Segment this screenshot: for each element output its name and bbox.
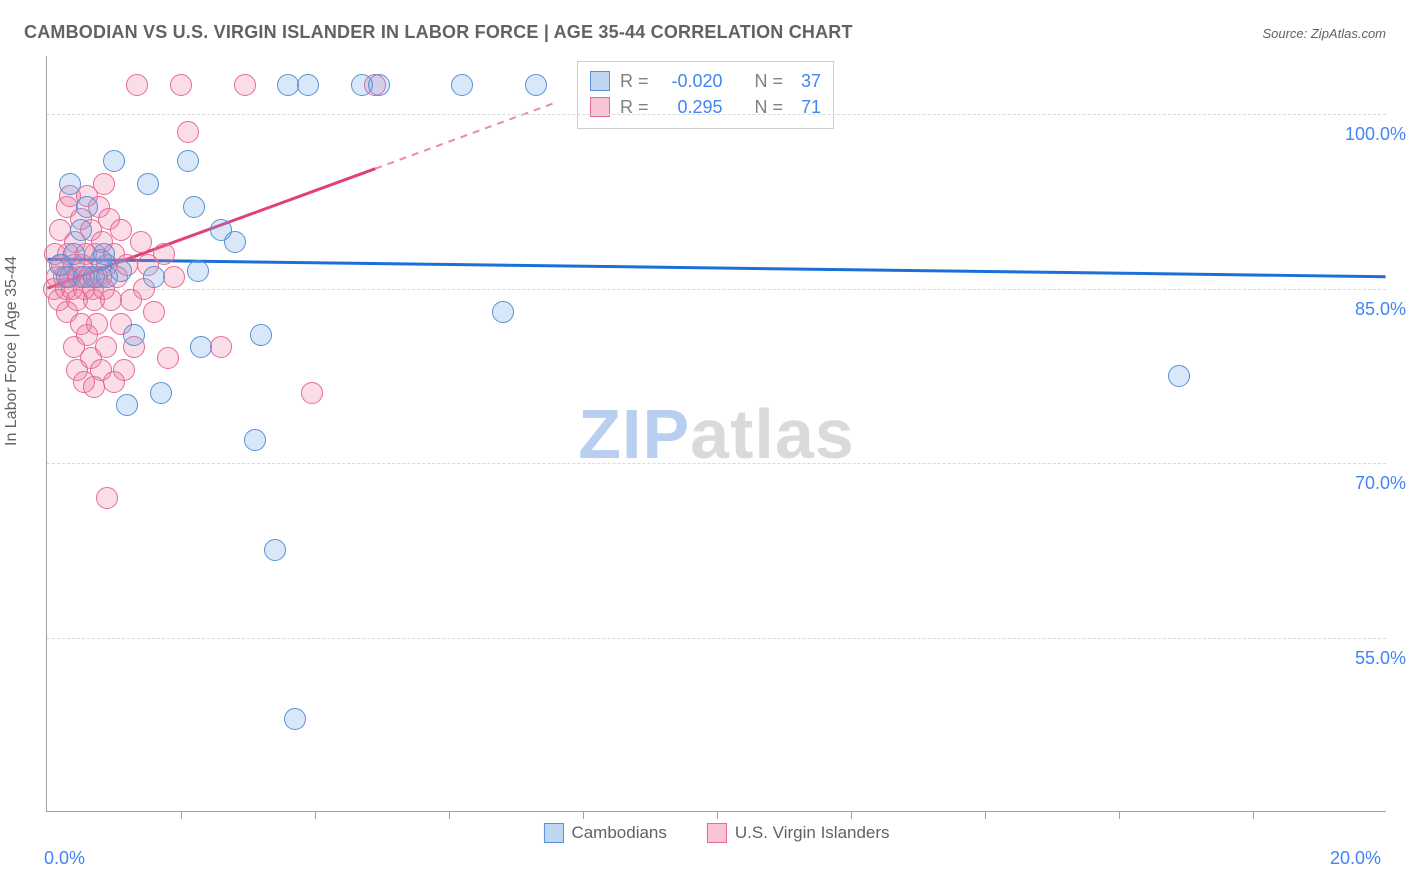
x-tick <box>315 811 316 819</box>
stats-n-value: 71 <box>793 94 821 120</box>
stats-r-label: R = <box>620 94 649 120</box>
scatter-point-cambodian <box>224 231 246 253</box>
x-tick <box>1253 811 1254 819</box>
stats-r-value: -0.020 <box>659 68 723 94</box>
scatter-point-cambodian <box>183 196 205 218</box>
scatter-point-usvi <box>95 336 117 358</box>
scatter-point-usvi <box>126 74 148 96</box>
scatter-point-cambodian <box>59 173 81 195</box>
y-tick-label: 70.0% <box>1314 473 1406 494</box>
legend: Cambodians U.S. Virgin Islanders <box>543 823 889 843</box>
scatter-point-cambodian <box>297 74 319 96</box>
scatter-point-usvi <box>301 382 323 404</box>
stats-row: R = 0.295 N = 71 <box>590 94 821 120</box>
scatter-point-usvi <box>113 359 135 381</box>
scatter-point-cambodian <box>116 394 138 416</box>
gridline <box>47 289 1386 290</box>
scatter-point-usvi <box>163 266 185 288</box>
legend-swatch <box>543 823 563 843</box>
scatter-point-cambodian <box>525 74 547 96</box>
scatter-point-cambodian <box>250 324 272 346</box>
scatter-point-usvi <box>143 301 165 323</box>
stats-n-label: N = <box>755 68 784 94</box>
stats-r-value: 0.295 <box>659 94 723 120</box>
stats-row: R = -0.020 N = 37 <box>590 68 821 94</box>
scatter-point-cambodian <box>63 243 85 265</box>
scatter-point-cambodian <box>187 260 209 282</box>
x-tick <box>181 811 182 819</box>
gridline <box>47 114 1386 115</box>
x-tick <box>449 811 450 819</box>
legend-label: Cambodians <box>571 823 666 843</box>
scatter-point-cambodian <box>277 74 299 96</box>
scatter-point-cambodian <box>244 429 266 451</box>
source-attribution: Source: ZipAtlas.com <box>1262 26 1386 41</box>
scatter-point-cambodian <box>368 74 390 96</box>
scatter-point-usvi <box>234 74 256 96</box>
scatter-point-cambodian <box>190 336 212 358</box>
scatter-point-cambodian <box>93 243 115 265</box>
scatter-point-usvi <box>157 347 179 369</box>
trendline-usvi <box>375 102 556 168</box>
correlation-stats-box: R = -0.020 N = 37 R = 0.295 N = 71 <box>577 61 834 129</box>
scatter-plot-area: ZIPatlas R =-0.020N =37R = 0.295N =71 Ca… <box>46 56 1386 812</box>
x-tick <box>1119 811 1120 819</box>
scatter-point-cambodian <box>284 708 306 730</box>
legend-swatch <box>707 823 727 843</box>
stats-n-value: 37 <box>793 68 821 94</box>
stats-r-label: R = <box>620 68 649 94</box>
watermark-part1: ZIP <box>578 395 690 473</box>
scatter-point-usvi <box>153 243 175 265</box>
legend-item: Cambodians <box>543 823 666 843</box>
x-tick <box>851 811 852 819</box>
scatter-point-usvi <box>130 231 152 253</box>
x-axis-min-label: 0.0% <box>44 848 85 869</box>
x-tick <box>985 811 986 819</box>
scatter-point-cambodian <box>103 150 125 172</box>
scatter-point-cambodian <box>70 219 92 241</box>
scatter-point-usvi <box>210 336 232 358</box>
legend-item: U.S. Virgin Islanders <box>707 823 890 843</box>
stats-n-label: N = <box>755 94 784 120</box>
scatter-point-usvi <box>110 219 132 241</box>
scatter-point-cambodian <box>177 150 199 172</box>
scatter-point-cambodian <box>1168 365 1190 387</box>
y-tick-label: 85.0% <box>1314 299 1406 320</box>
scatter-point-cambodian <box>451 74 473 96</box>
scatter-point-cambodian <box>110 260 132 282</box>
scatter-point-cambodian <box>137 173 159 195</box>
scatter-point-cambodian <box>123 324 145 346</box>
y-tick-label: 55.0% <box>1314 648 1406 669</box>
x-axis-max-label: 20.0% <box>1330 848 1381 869</box>
scatter-point-usvi <box>170 74 192 96</box>
x-tick <box>583 811 584 819</box>
scatter-point-usvi <box>96 487 118 509</box>
scatter-point-cambodian <box>264 539 286 561</box>
legend-label: U.S. Virgin Islanders <box>735 823 890 843</box>
scatter-point-usvi <box>177 121 199 143</box>
y-axis-label: In Labor Force | Age 35-44 <box>3 256 21 446</box>
x-tick <box>717 811 718 819</box>
scatter-point-usvi <box>93 173 115 195</box>
scatter-point-usvi <box>100 289 122 311</box>
scatter-point-usvi <box>86 313 108 335</box>
scatter-point-cambodian <box>492 301 514 323</box>
watermark: ZIPatlas <box>578 394 854 474</box>
gridline <box>47 638 1386 639</box>
legend-swatch <box>590 71 610 91</box>
y-tick-label: 100.0% <box>1314 124 1406 145</box>
chart-title: CAMBODIAN VS U.S. VIRGIN ISLANDER IN LAB… <box>24 22 853 43</box>
scatter-point-cambodian <box>76 196 98 218</box>
scatter-point-cambodian <box>150 382 172 404</box>
trendline-cambodian <box>47 259 1385 276</box>
scatter-point-cambodian <box>143 266 165 288</box>
watermark-part2: atlas <box>690 395 855 473</box>
gridline <box>47 463 1386 464</box>
